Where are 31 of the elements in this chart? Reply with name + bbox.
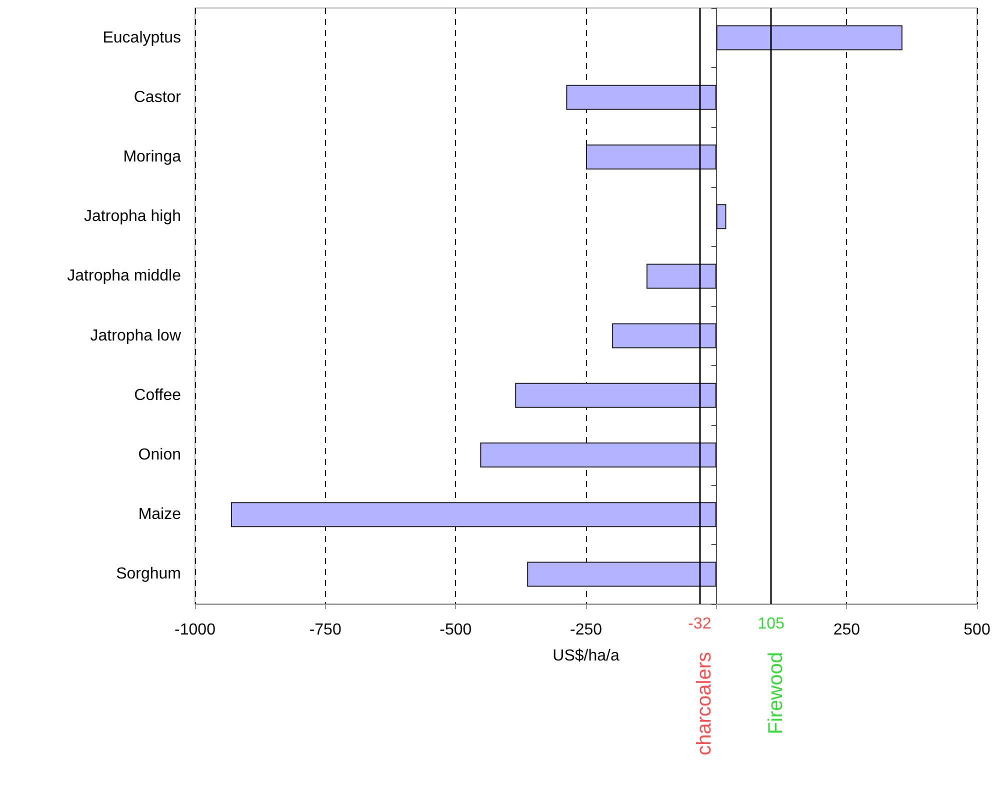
y-tick-label: Onion [138, 446, 181, 464]
y-tick-label: Castor [134, 88, 182, 106]
bar [716, 25, 902, 50]
x-tick-label: -750 [309, 622, 342, 638]
bar [230, 502, 716, 528]
y-tick-label: Jatropha middle [67, 268, 182, 285]
bar [566, 84, 716, 110]
y-tick-label: Sorghum [116, 566, 181, 583]
bar [646, 264, 716, 289]
x-tick-label: -500 [440, 622, 472, 638]
bar [515, 382, 716, 408]
y-tick-label: Jatropha high [84, 208, 181, 226]
text: 105 [758, 616, 785, 632]
bar [480, 442, 716, 468]
x-axis-title: US$/ha/a [552, 648, 620, 664]
x-tick-label: -250 [570, 622, 602, 638]
x-tick-label: 500 [964, 622, 990, 638]
bar [586, 144, 716, 170]
y-tick-label: Maize [138, 506, 182, 524]
ref-line-label: charcoalers [694, 652, 716, 756]
x-tick-label: -1000 [174, 622, 216, 638]
bar [716, 204, 726, 230]
bar [612, 323, 716, 348]
y-tick-label: Eucalyptus [102, 29, 181, 46]
x-tick-label: 250 [833, 622, 860, 638]
bar [527, 562, 716, 587]
y-tick-label: Moringa [123, 148, 182, 166]
y-tick-label: Coffee [134, 386, 182, 404]
y-tick-label: Jatropha low [90, 327, 182, 344]
text: -32 [688, 616, 712, 632]
ref-line-label: Firewood [765, 652, 788, 734]
